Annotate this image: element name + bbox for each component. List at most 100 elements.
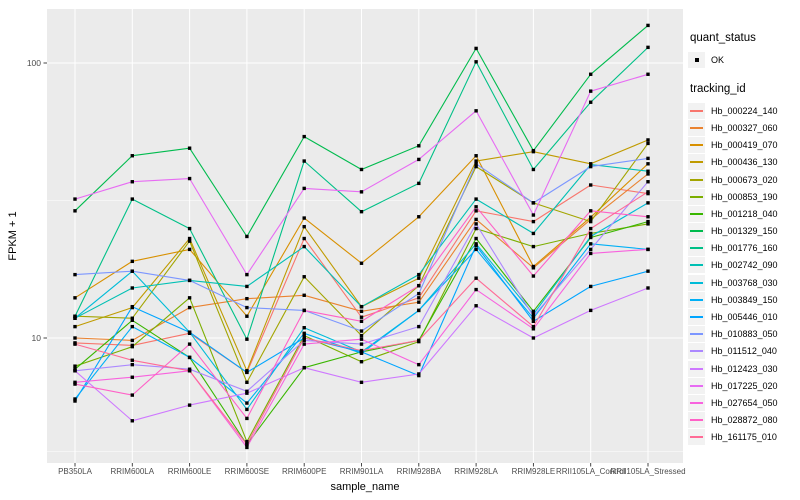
data-point: [73, 316, 77, 320]
data-point: [474, 276, 478, 280]
legend-item-label: Hb_000436_130: [711, 157, 778, 168]
data-point: [589, 247, 593, 252]
data-point: [359, 380, 364, 385]
data-point: [474, 217, 478, 222]
series-color-swatch: [690, 401, 703, 404]
data-point: [531, 167, 536, 172]
series-color-swatch: [690, 230, 703, 233]
data-point: [130, 358, 134, 362]
legend-item-label: Hb_001329_150: [711, 226, 778, 237]
data-point: [130, 419, 134, 423]
data-point: [646, 191, 650, 196]
data-point: [245, 305, 249, 310]
x-tick-label: RRII105LA_Control: [556, 467, 626, 476]
data-point: [589, 162, 593, 167]
legend-item-label: Hb_012423_030: [711, 363, 778, 374]
data-point: [359, 304, 364, 309]
legend-item-label: Hb_000224_140: [711, 105, 778, 116]
data-point: [302, 338, 306, 343]
legend-item-label: Hb_017225_020: [711, 380, 778, 391]
x-tick-label: RRIM600PE: [282, 467, 326, 476]
data-point: [130, 338, 134, 343]
data-point: [187, 342, 192, 346]
data-point: [531, 314, 536, 318]
data-point: [130, 375, 134, 379]
data-point: [73, 382, 77, 386]
data-point: [589, 217, 593, 222]
data-point: [302, 275, 306, 279]
data-point: [302, 342, 306, 346]
data-point: [73, 342, 77, 346]
data-point: [417, 157, 421, 162]
data-point: [130, 316, 134, 320]
data-point: [417, 296, 421, 300]
data-point: [589, 215, 593, 219]
legend-item-Hb_028872_080: Hb_028872_080: [688, 412, 800, 429]
legend-item-Hb_012423_030: Hb_012423_030: [688, 360, 800, 377]
data-point: [474, 159, 478, 163]
legend-item-Hb_000224_140: Hb_000224_140: [688, 102, 800, 119]
data-point: [73, 272, 77, 277]
data-point: [646, 219, 650, 224]
data-point: [646, 172, 650, 176]
data-point: [302, 308, 306, 313]
data-point: [245, 401, 249, 405]
data-point: [531, 148, 536, 153]
data-point: [187, 296, 192, 300]
x-tick-label: RRIM928BA: [397, 467, 442, 476]
legend-key: [688, 429, 705, 446]
data-point: [302, 216, 306, 220]
data-point: [245, 337, 249, 341]
data-point: [531, 316, 536, 320]
series-color-swatch: [690, 384, 703, 387]
legend-item-label: Hb_011512_040: [711, 346, 777, 357]
y-axis-title: FPKM + 1: [7, 211, 19, 260]
data-point: [302, 336, 306, 340]
data-point: [359, 360, 364, 364]
data-point: [302, 134, 306, 139]
legend-key: [688, 291, 705, 308]
data-point: [359, 309, 364, 314]
data-point: [73, 314, 77, 318]
data-point: [73, 397, 77, 401]
legend-item-label: Hb_028872_080: [711, 415, 778, 426]
data-point: [474, 46, 478, 51]
legend-item-label: Hb_001218_040: [711, 208, 778, 219]
data-point: [302, 186, 306, 191]
data-point: [302, 236, 306, 241]
data-point: [474, 154, 478, 158]
legend-item-label: Hb_000673_020: [711, 174, 778, 185]
legend-item-label: Hb_027654_050: [711, 397, 778, 408]
legend-key: [688, 119, 705, 136]
data-point: [531, 264, 536, 269]
data-point: [73, 380, 77, 385]
data-point: [359, 329, 364, 333]
series-color-swatch: [690, 264, 703, 267]
data-point: [646, 141, 650, 146]
data-point: [474, 60, 478, 64]
series-color-swatch: [690, 126, 703, 129]
data-point: [359, 190, 364, 194]
data-point: [245, 284, 249, 289]
data-point: [589, 284, 593, 289]
legend-key: [688, 309, 705, 326]
data-point: [130, 259, 134, 264]
legend-key: [688, 102, 705, 119]
legend-title-quant-status: quant_status: [690, 32, 756, 44]
series-color-swatch: [690, 316, 703, 319]
data-point: [531, 201, 536, 205]
legend-item-label: OK: [711, 54, 725, 65]
legend-item-label: Hb_001776_160: [711, 243, 778, 254]
y-tick-label: 100: [27, 58, 41, 68]
legend-item-Hb_005446_010: Hb_005446_010: [688, 308, 800, 326]
legend-item-Hb_000853_190: Hb_000853_190: [688, 188, 800, 205]
x-axis-title: sample_name: [330, 481, 399, 493]
data-point: [589, 226, 593, 231]
x-tick-label: RRIM928LE: [512, 467, 556, 476]
legend-item-ok: OK: [688, 51, 800, 68]
plot-panel: [47, 9, 683, 463]
series-color-swatch: [690, 247, 703, 250]
data-point: [302, 159, 306, 163]
